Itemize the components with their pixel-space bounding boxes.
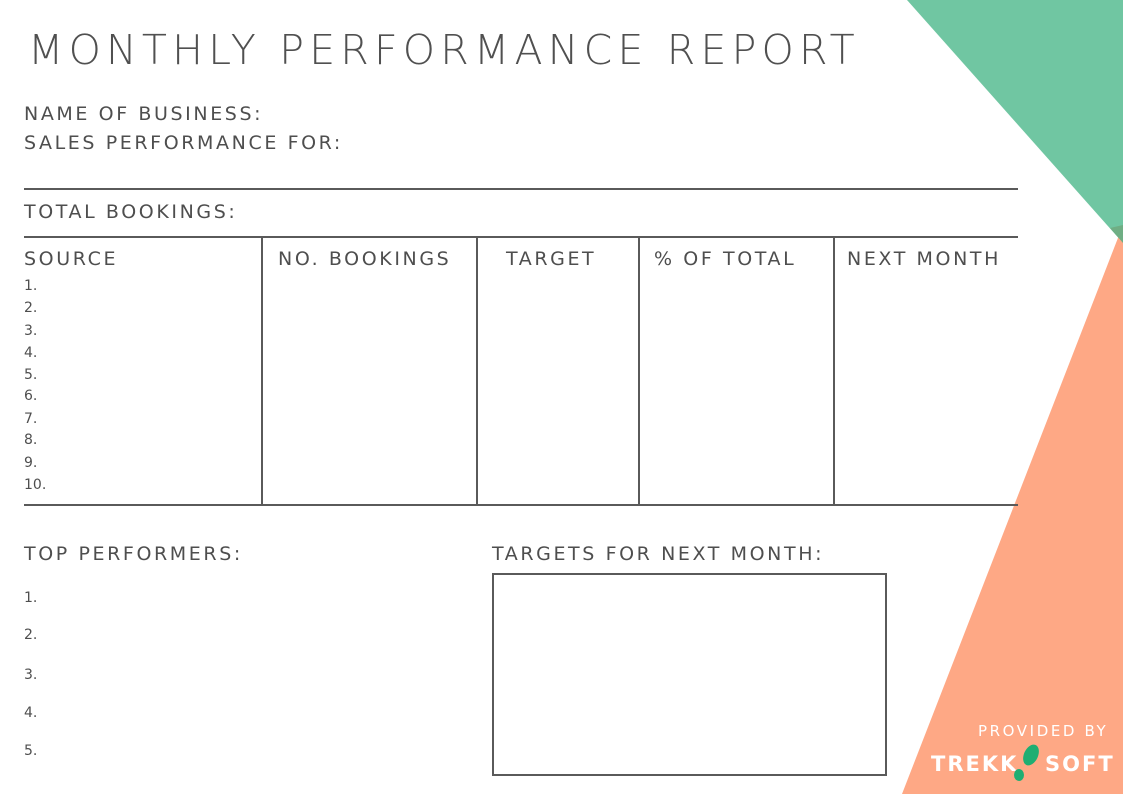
green-triangle xyxy=(907,0,1123,243)
source-row-number: 7. xyxy=(24,411,38,427)
column-header-percent: % OF TOTAL xyxy=(654,248,797,270)
performer-row-number: 3. xyxy=(24,667,38,683)
brand-left: TREKK xyxy=(931,752,1019,776)
source-row-number: 4. xyxy=(24,345,38,361)
column-header-bookings: NO. BOOKINGS xyxy=(278,248,452,270)
source-row-number: 10. xyxy=(24,477,47,493)
sales-period-label: SALES PERFORMANCE FOR: xyxy=(24,132,343,154)
performer-row-number: 1. xyxy=(24,590,38,606)
column-divider xyxy=(638,237,640,505)
page-title: MONTHLY PERFORMANCE REPORT xyxy=(28,26,860,74)
source-row-number: 6. xyxy=(24,388,38,404)
column-header-source: SOURCE xyxy=(24,248,119,270)
performer-row-number: 2. xyxy=(24,627,38,643)
column-header-target: TARGET xyxy=(506,248,597,270)
performer-row-number: 4. xyxy=(24,705,38,721)
column-header-next-month: NEXT MONTH xyxy=(847,248,1001,270)
footprint-icon xyxy=(1014,744,1039,781)
targets-box xyxy=(492,573,887,776)
divider xyxy=(24,188,1018,190)
table-top-border xyxy=(24,236,1018,238)
source-row-number: 9. xyxy=(24,455,38,471)
targets-label: TARGETS FOR NEXT MONTH: xyxy=(492,543,825,565)
overlap-shape xyxy=(1110,225,1123,243)
provided-by-label: PROVIDED BY xyxy=(978,722,1109,740)
source-row-number: 1. xyxy=(24,278,38,294)
performer-row-number: 5. xyxy=(24,743,38,759)
orange-shape xyxy=(902,225,1123,794)
source-row-number: 3. xyxy=(24,323,38,339)
source-row-number: 8. xyxy=(24,432,38,448)
table-bottom-border xyxy=(24,504,1018,506)
column-divider xyxy=(833,237,835,505)
business-name-label: NAME OF BUSINESS: xyxy=(24,103,264,125)
column-divider xyxy=(476,237,478,505)
total-bookings-label: TOTAL BOOKINGS: xyxy=(24,201,238,223)
column-divider xyxy=(261,237,263,505)
source-row-number: 2. xyxy=(24,300,38,316)
top-performers-label: TOP PERFORMERS: xyxy=(24,543,243,565)
brand-right: SOFT xyxy=(1045,752,1115,776)
source-row-number: 5. xyxy=(24,367,38,383)
